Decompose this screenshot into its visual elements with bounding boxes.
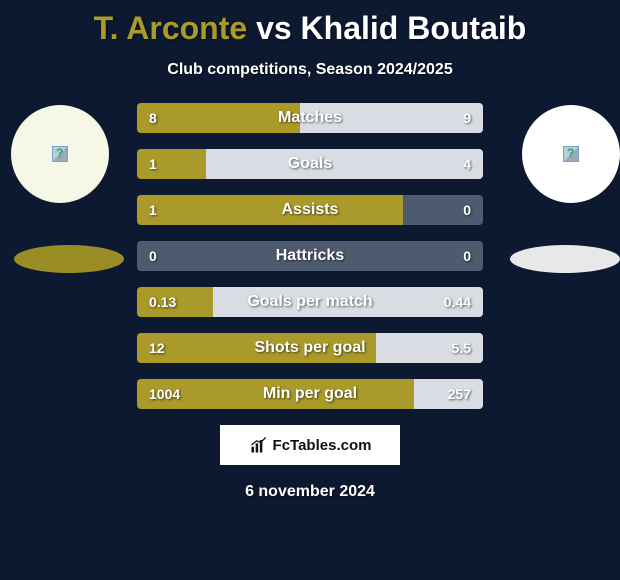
player1-name: T. Arconte [94,10,248,46]
stat-row: 14Goals [137,149,483,179]
stat-row: 0.130.44Goals per match [137,287,483,317]
player1-shadow [14,245,124,273]
stat-label: Min per goal [137,379,483,409]
stat-label: Matches [137,103,483,133]
stat-label: Goals per match [137,287,483,317]
stat-row: 1004257Min per goal [137,379,483,409]
subtitle: Club competitions, Season 2024/2025 [0,61,620,79]
stat-row: 00Hattricks [137,241,483,271]
stat-label: Assists [137,195,483,225]
stat-row: 10Assists [137,195,483,225]
brand-badge: FcTables.com [220,425,400,465]
comparison-title: T. Arconte vs Khalid Boutaib [0,0,620,47]
player2-name: Khalid Boutaib [301,10,527,46]
chart-icon [249,435,269,455]
comparison-body: 89Matches 14Goals 10Assists 00Hattricks 0.13… [0,103,620,409]
stat-row: 125.5Shots per goal [137,333,483,363]
player2-shadow [510,245,620,273]
broken-image-icon [563,146,579,162]
stat-label: Hattricks [137,241,483,271]
stat-label: Shots per goal [137,333,483,363]
stat-label: Goals [137,149,483,179]
player1-avatar [11,105,109,203]
brand-text: FcTables.com [273,437,372,454]
stat-bars: 89Matches 14Goals 10Assists 00Hattricks 0.13… [137,103,483,409]
player2-avatar [522,105,620,203]
vs-text: vs [256,10,292,46]
broken-image-icon [52,146,68,162]
date-line: 6 november 2024 [0,483,620,501]
stat-row: 89Matches [137,103,483,133]
